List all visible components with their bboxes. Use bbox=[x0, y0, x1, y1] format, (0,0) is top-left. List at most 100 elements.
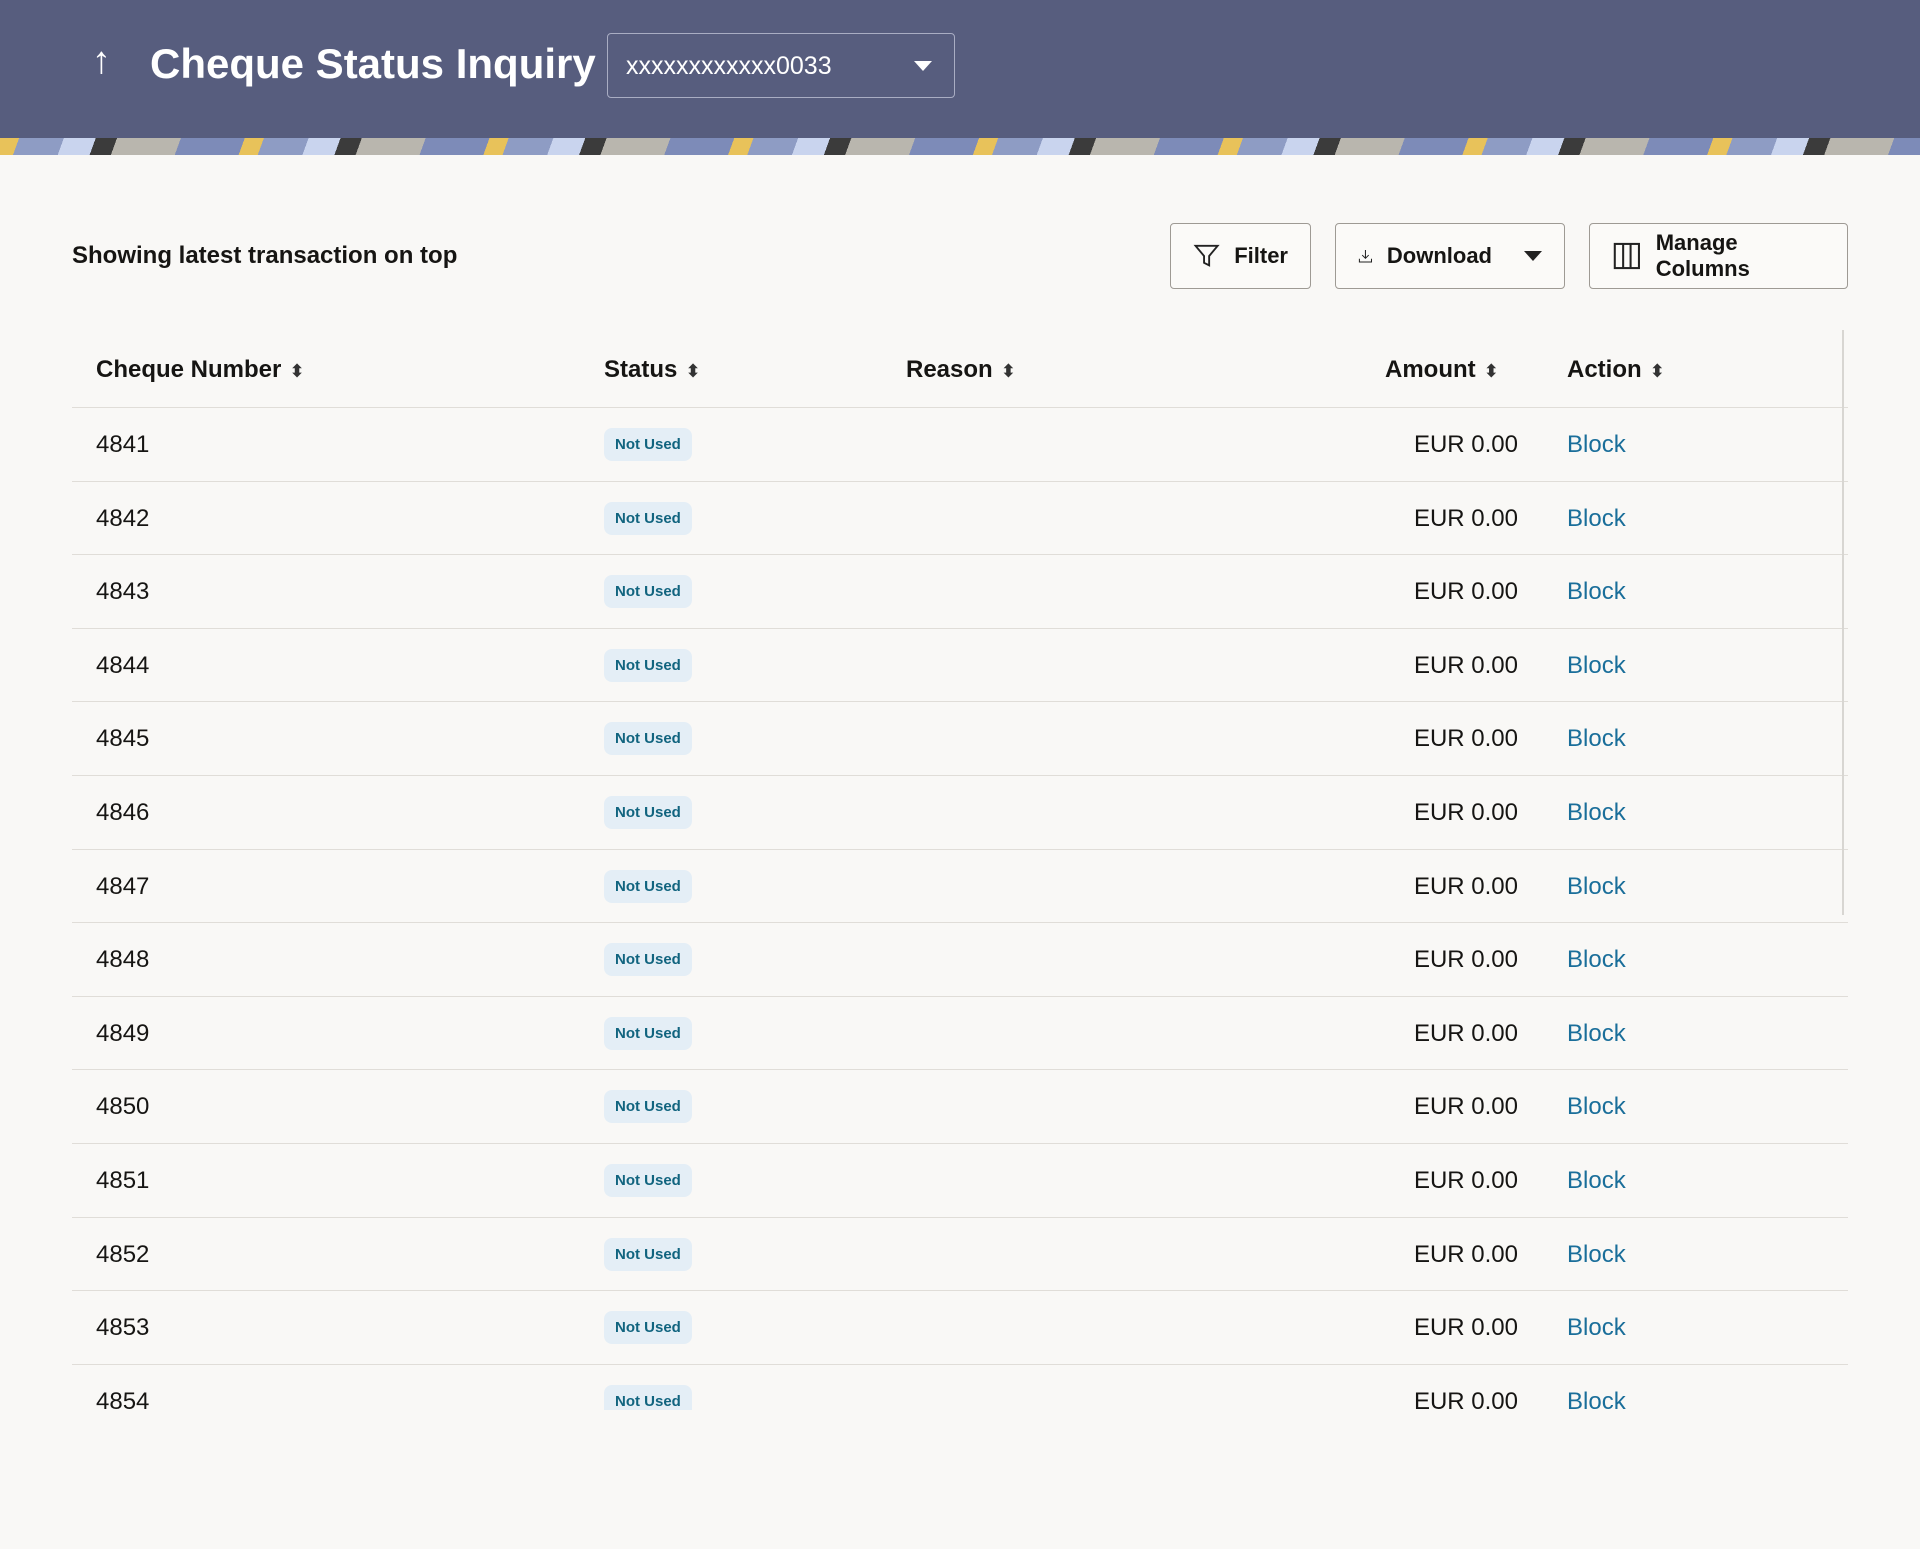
manage-columns-button[interactable]: Manage Columns bbox=[1589, 223, 1848, 289]
manage-columns-label: Manage Columns bbox=[1655, 230, 1750, 281]
sort-icon[interactable]: ⬍ bbox=[289, 361, 305, 381]
cheque-number: 4848 bbox=[96, 946, 150, 974]
cheque-number: 4842 bbox=[96, 504, 150, 532]
scrollbar[interactable] bbox=[1842, 330, 1844, 915]
amount: EUR 0.00 bbox=[1413, 578, 1518, 606]
header-pattern bbox=[0, 138, 1920, 155]
amount: EUR 0.00 bbox=[1413, 798, 1518, 826]
col-amount[interactable]: Amount ⬍ bbox=[1385, 356, 1499, 383]
block-link[interactable]: Block bbox=[1567, 798, 1626, 826]
download-label: Download bbox=[1386, 243, 1492, 268]
account-value: xxxxxxxxxxxx0033 bbox=[626, 52, 832, 80]
status-badge: Not Used bbox=[604, 1016, 692, 1050]
cheque-number: 4844 bbox=[96, 651, 150, 679]
table-row: 4846 Not Used EUR 0.00 Block bbox=[72, 776, 1848, 850]
cheque-number: 4852 bbox=[96, 1240, 150, 1268]
page-title: Cheque Status Inquiry bbox=[150, 40, 596, 87]
block-link[interactable]: Block bbox=[1567, 1314, 1626, 1342]
table-row: 4848 Not Used EUR 0.00 Block bbox=[72, 923, 1848, 997]
filter-icon bbox=[1193, 244, 1220, 267]
amount: EUR 0.00 bbox=[1413, 431, 1518, 458]
download-icon bbox=[1358, 249, 1373, 263]
col-status[interactable]: Status ⬍ bbox=[604, 356, 701, 383]
filter-button[interactable]: Filter bbox=[1170, 223, 1311, 289]
chevron-down-icon bbox=[914, 61, 932, 71]
amount: EUR 0.00 bbox=[1413, 872, 1518, 900]
cheque-number: 4846 bbox=[96, 798, 150, 826]
account-select[interactable]: xxxxxxxxxxxx0033 bbox=[607, 33, 955, 98]
block-link[interactable]: Block bbox=[1567, 504, 1626, 532]
cheque-table: Cheque Number ⬍ Status ⬍ Reason ⬍ Amount ⬍ A… bbox=[72, 330, 1848, 1410]
cheque-number: 4850 bbox=[96, 1093, 150, 1121]
status-badge: Not Used bbox=[604, 648, 692, 682]
status-badge: Not Used bbox=[604, 1311, 692, 1345]
sort-note: Showing latest transaction on top bbox=[72, 242, 458, 269]
amount: EUR 0.00 bbox=[1413, 946, 1518, 974]
amount: EUR 0.00 bbox=[1413, 1240, 1518, 1268]
block-link[interactable]: Block bbox=[1567, 1019, 1626, 1047]
status-badge: Not Used bbox=[604, 428, 692, 461]
table-row: 4852 Not Used EUR 0.00 Block bbox=[72, 1218, 1848, 1292]
chevron-down-icon bbox=[1524, 251, 1542, 261]
table-row: 4845 Not Used EUR 0.00 Block bbox=[72, 702, 1848, 776]
amount: EUR 0.00 bbox=[1413, 1019, 1518, 1047]
download-button[interactable]: Download bbox=[1335, 223, 1565, 289]
status-badge: Not Used bbox=[604, 795, 692, 829]
table-row: 4844 Not Used EUR 0.00 Block bbox=[72, 629, 1848, 703]
amount: EUR 0.00 bbox=[1413, 504, 1518, 532]
back-arrow-icon[interactable]: ↑ bbox=[92, 40, 111, 82]
cheque-number: 4841 bbox=[96, 431, 150, 458]
status-badge: Not Used bbox=[604, 1384, 692, 1410]
cheque-number: 4847 bbox=[96, 872, 150, 900]
amount: EUR 0.00 bbox=[1413, 725, 1518, 753]
cheque-number: 4853 bbox=[96, 1314, 150, 1342]
table-row: 4841 Not Used EUR 0.00 Block bbox=[72, 408, 1848, 482]
block-link[interactable]: Block bbox=[1567, 578, 1626, 606]
status-badge: Not Used bbox=[604, 501, 692, 535]
status-badge: Not Used bbox=[604, 1163, 692, 1197]
cheque-number: 4849 bbox=[96, 1019, 150, 1047]
cheque-number: 4843 bbox=[96, 578, 150, 606]
table-row: 4842 Not Used EUR 0.00 Block bbox=[72, 482, 1848, 556]
status-badge: Not Used bbox=[604, 1090, 692, 1124]
sort-icon[interactable]: ⬍ bbox=[685, 361, 701, 381]
col-action[interactable]: Action ⬍ bbox=[1567, 356, 1665, 383]
status-badge: Not Used bbox=[604, 722, 692, 756]
columns-icon bbox=[1613, 242, 1640, 270]
block-link[interactable]: Block bbox=[1567, 1240, 1626, 1268]
page-header: ↑ Cheque Status Inquiry xxxxxxxxxxxx0033 bbox=[0, 0, 1920, 138]
table-row: 4854 Not Used EUR 0.00 Block bbox=[72, 1365, 1848, 1410]
table-row: 4851 Not Used EUR 0.00 Block bbox=[72, 1144, 1848, 1218]
block-link[interactable]: Block bbox=[1567, 1387, 1626, 1410]
table-row: 4843 Not Used EUR 0.00 Block bbox=[72, 555, 1848, 629]
col-cheque-number[interactable]: Cheque Number ⬍ bbox=[96, 356, 305, 383]
block-link[interactable]: Block bbox=[1567, 872, 1626, 900]
filter-label: Filter bbox=[1234, 243, 1288, 268]
amount: EUR 0.00 bbox=[1413, 1314, 1518, 1342]
table-header: Cheque Number ⬍ Status ⬍ Reason ⬍ Amount ⬍ A… bbox=[72, 330, 1848, 408]
status-badge: Not Used bbox=[604, 943, 692, 977]
amount: EUR 0.00 bbox=[1413, 1166, 1518, 1194]
amount: EUR 0.00 bbox=[1413, 1387, 1518, 1410]
status-badge: Not Used bbox=[604, 575, 692, 609]
cheque-number: 4851 bbox=[96, 1166, 150, 1194]
amount: EUR 0.00 bbox=[1413, 651, 1518, 679]
table-row: 4853 Not Used EUR 0.00 Block bbox=[72, 1291, 1848, 1365]
amount: EUR 0.00 bbox=[1413, 1093, 1518, 1121]
block-link[interactable]: Block bbox=[1567, 725, 1626, 753]
status-badge: Not Used bbox=[604, 1237, 692, 1271]
block-link[interactable]: Block bbox=[1567, 651, 1626, 679]
sort-icon[interactable]: ⬍ bbox=[1000, 361, 1016, 381]
block-link[interactable]: Block bbox=[1567, 1166, 1626, 1194]
table-row: 4847 Not Used EUR 0.00 Block bbox=[72, 850, 1848, 924]
block-link[interactable]: Block bbox=[1567, 1093, 1626, 1121]
col-reason[interactable]: Reason ⬍ bbox=[906, 356, 1016, 383]
table-row: 4850 Not Used EUR 0.00 Block bbox=[72, 1070, 1848, 1144]
block-link[interactable]: Block bbox=[1567, 431, 1626, 458]
status-badge: Not Used bbox=[604, 869, 692, 903]
cheque-number: 4854 bbox=[96, 1387, 150, 1410]
block-link[interactable]: Block bbox=[1567, 946, 1626, 974]
sort-icon[interactable]: ⬍ bbox=[1649, 361, 1665, 381]
table-row: 4849 Not Used EUR 0.00 Block bbox=[72, 997, 1848, 1071]
sort-icon[interactable]: ⬍ bbox=[1483, 361, 1499, 381]
